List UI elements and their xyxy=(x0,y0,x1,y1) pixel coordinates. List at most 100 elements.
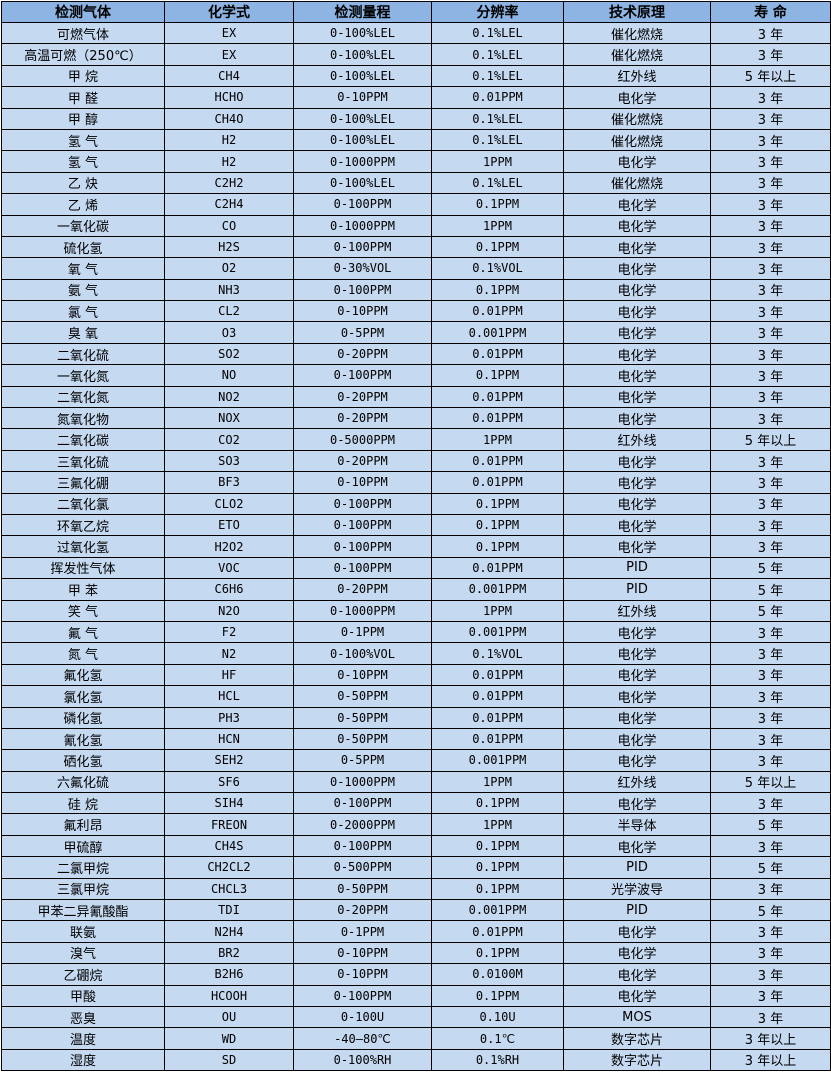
range-cell: 0-100PPM xyxy=(293,535,432,558)
lifespan-cell: 3 年 xyxy=(710,43,831,66)
lifespan-cell: 3 年 xyxy=(710,792,831,815)
resolution-cell: 0.01PPM xyxy=(431,300,564,323)
lifespan-cell: 3 年 xyxy=(710,257,831,280)
range-cell: 0-50PPM xyxy=(293,877,432,901)
range-cell: 0-100%LEL xyxy=(293,171,432,195)
formula-cell: N2O xyxy=(164,599,294,622)
formula-cell: CO xyxy=(164,214,294,237)
formula-cell: VOC xyxy=(164,556,294,580)
table-row: 乙 炔 C2H2 0-100%LEL 0.1%LEL 催化燃烧 3 年 xyxy=(1,171,831,195)
principle-cell: 红外线 xyxy=(563,770,711,794)
lifespan-cell: 5 年以上 xyxy=(710,64,831,88)
resolution-cell: 0.1%LEL xyxy=(431,43,564,66)
gas-name-cell: 温度 xyxy=(1,1027,165,1050)
gas-name-cell: 乙硼烷 xyxy=(1,963,165,986)
range-cell: 0-100%LEL xyxy=(293,107,432,130)
table-row: 二氧化氮 NO2 0-20PPM 0.01PPM 电化学 3 年 xyxy=(1,385,831,409)
gas-name-cell: 溴气 xyxy=(1,941,165,965)
principle-cell: 电化学 xyxy=(563,941,711,965)
lifespan-cell: 3 年 xyxy=(710,214,831,237)
resolution-cell: 0.01PPM xyxy=(431,86,564,109)
table-row: 可燃气体 EX 0-100%LEL 0.1%LEL 催化燃烧 3 年 xyxy=(1,21,831,45)
gas-name-cell: 乙 烯 xyxy=(1,193,165,216)
table-row: 甲 烷 CH4 0-100%LEL 0.1%LEL 红外线 5 年以上 xyxy=(1,64,831,88)
gas-name-cell: 环氧乙烷 xyxy=(1,513,165,537)
formula-cell: C2H4 xyxy=(164,193,294,216)
range-cell: 0-100PPM xyxy=(293,278,432,302)
table-row: 恶臭 OU 0-100U 0.10U MOS 3 年 xyxy=(1,1005,831,1029)
principle-cell: 电化学 xyxy=(563,300,711,323)
range-cell: 0-1000PPM xyxy=(293,150,432,173)
table-row: 高温可燃（250℃） EX 0-100%LEL 0.1%LEL 催化燃烧 3 年 xyxy=(1,43,831,66)
lifespan-cell: 3 年 xyxy=(710,834,831,858)
table-header-row: 检测气体 化学式 检测量程 分辨率 技术原理 寿 命 xyxy=(1,1,831,23)
resolution-cell: 0.1PPM xyxy=(431,235,564,259)
lifespan-cell: 5 年以上 xyxy=(710,428,831,451)
principle-cell: 电化学 xyxy=(563,663,711,687)
table-row: 氟利昂 FREON 0-2000PPM 1PPM 半导体 5 年 xyxy=(1,813,831,836)
gas-name-cell: 硅 烷 xyxy=(1,792,165,815)
principle-cell: 数字芯片 xyxy=(563,1048,711,1072)
lifespan-cell: 3 年 xyxy=(710,984,831,1007)
lifespan-cell: 3 年 xyxy=(710,663,831,687)
gas-name-cell: 氮氧化物 xyxy=(1,407,165,430)
lifespan-cell: 3 年 xyxy=(710,877,831,901)
gas-name-cell: 甲 醛 xyxy=(1,86,165,109)
range-cell: 0-20PPM xyxy=(293,449,432,473)
range-cell: 0-5PPM xyxy=(293,321,432,344)
resolution-cell: 0.001PPM xyxy=(431,899,564,922)
principle-cell: 电化学 xyxy=(563,407,711,430)
principle-cell: 电化学 xyxy=(563,235,711,259)
table-row: 甲 醇 CH4O 0-100%LEL 0.1%LEL 催化燃烧 3 年 xyxy=(1,107,831,130)
table-row: 环氧乙烷 ETO 0-100PPM 0.1PPM 电化学 3 年 xyxy=(1,513,831,537)
principle-cell: 电化学 xyxy=(563,385,711,409)
formula-cell: CLO2 xyxy=(164,492,294,515)
gas-name-cell: 氧 气 xyxy=(1,257,165,280)
gas-name-cell: 甲 烷 xyxy=(1,64,165,88)
formula-cell: SEH2 xyxy=(164,749,294,772)
table-row: 氮 气 N2 0-100%VOL 0.1%VOL 电化学 3 年 xyxy=(1,642,831,665)
gas-name-cell: 氢 气 xyxy=(1,128,165,152)
resolution-cell: 0.1PPM xyxy=(431,193,564,216)
range-cell: 0-10PPM xyxy=(293,941,432,965)
resolution-cell: 0.1%LEL xyxy=(431,171,564,195)
lifespan-cell: 3 年 xyxy=(710,86,831,109)
resolution-cell: 0.10U xyxy=(431,1005,564,1029)
gas-name-cell: 二氧化硫 xyxy=(1,342,165,366)
gas-name-cell: 一氧化碳 xyxy=(1,214,165,237)
table-row: 甲 醛 HCHO 0-10PPM 0.01PPM 电化学 3 年 xyxy=(1,86,831,109)
lifespan-cell: 3 年 xyxy=(710,749,831,772)
gas-name-cell: 笑 气 xyxy=(1,599,165,622)
principle-cell: PID xyxy=(563,578,711,601)
resolution-cell: 0.01PPM xyxy=(431,706,564,729)
gas-name-cell: 氯 气 xyxy=(1,300,165,323)
resolution-cell: 0.01PPM xyxy=(431,471,564,494)
gas-name-cell: 二氧化氮 xyxy=(1,385,165,409)
table-row: 笑 气 N2O 0-1000PPM 1PPM 红外线 5 年 xyxy=(1,599,831,622)
range-cell: 0-1000PPM xyxy=(293,599,432,622)
principle-cell: 数字芯片 xyxy=(563,1027,711,1050)
table-row: 氯 气 CL2 0-10PPM 0.01PPM 电化学 3 年 xyxy=(1,300,831,323)
lifespan-cell: 3 年 xyxy=(710,300,831,323)
table-row: 二氧化硫 SO2 0-20PPM 0.01PPM 电化学 3 年 xyxy=(1,342,831,366)
table-row: 氢 气 H2 0-100%LEL 0.1%LEL 催化燃烧 3 年 xyxy=(1,128,831,152)
range-cell: 0-100%RH xyxy=(293,1048,432,1072)
resolution-cell: 0.01PPM xyxy=(431,407,564,430)
lifespan-cell: 3 年 xyxy=(710,128,831,152)
formula-cell: NO xyxy=(164,364,294,387)
principle-cell: 电化学 xyxy=(563,492,711,515)
formula-cell: CH4S xyxy=(164,834,294,858)
formula-cell: SO3 xyxy=(164,449,294,473)
range-cell: 0-100%LEL xyxy=(293,128,432,152)
formula-cell: N2 xyxy=(164,642,294,665)
formula-cell: H2S xyxy=(164,235,294,259)
principle-cell: 电化学 xyxy=(563,278,711,302)
lifespan-cell: 3 年 xyxy=(710,342,831,366)
principle-cell: 电化学 xyxy=(563,792,711,815)
formula-cell: C6H6 xyxy=(164,578,294,601)
formula-cell: SD xyxy=(164,1048,294,1072)
resolution-cell: 0.0100M xyxy=(431,963,564,986)
formula-cell: HF xyxy=(164,663,294,687)
formula-cell: H2O2 xyxy=(164,535,294,558)
